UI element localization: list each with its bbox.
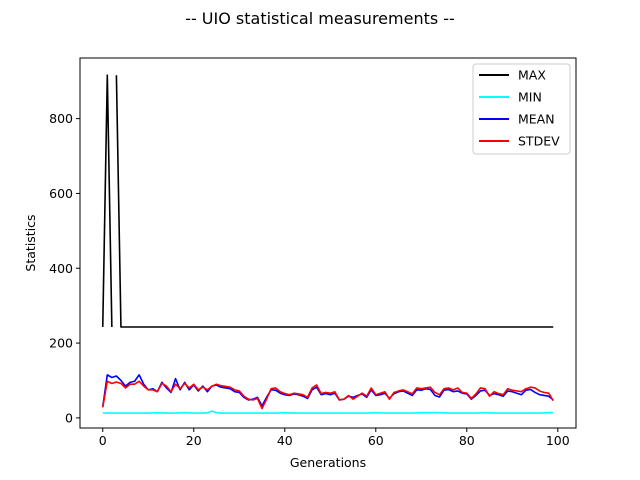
legend: MAX MIN MEAN STDEV — [472, 63, 571, 155]
x-tick-label: 40 — [277, 433, 293, 448]
x-axis: 0 20 40 60 80 100 — [99, 428, 570, 448]
legend-label-min: MIN — [518, 90, 542, 105]
legend-label-mean: MEAN — [518, 112, 555, 127]
legend-label-stdev: STDEV — [518, 134, 560, 149]
series-line-mean — [101, 374, 554, 407]
legend-box — [472, 63, 571, 155]
y-tick-label: 200 — [49, 336, 73, 351]
x-tick-label: 80 — [459, 433, 475, 448]
series-line-stdev — [101, 380, 554, 410]
x-axis-title: Generations — [290, 455, 366, 470]
chart-title: -- UIO statistical measurements -- — [185, 9, 455, 28]
y-axis: 0 200 400 600 800 — [49, 111, 80, 425]
y-tick-label: 800 — [49, 111, 73, 126]
series-line-max — [115, 75, 554, 328]
series-line-min — [102, 410, 554, 414]
x-tick-label: 60 — [368, 433, 384, 448]
plot-lines — [101, 74, 554, 414]
y-tick-label: 400 — [49, 261, 73, 276]
legend-label-max: MAX — [518, 68, 546, 83]
x-tick-label: 100 — [546, 433, 570, 448]
x-tick-label: 20 — [186, 433, 202, 448]
y-axis-title: Statistics — [23, 214, 38, 271]
plot-frame — [79, 57, 577, 429]
y-tick-label: 600 — [49, 186, 73, 201]
series-line-max — [101, 74, 113, 328]
y-tick-label: 0 — [65, 410, 73, 425]
x-tick-label: 0 — [99, 433, 107, 448]
